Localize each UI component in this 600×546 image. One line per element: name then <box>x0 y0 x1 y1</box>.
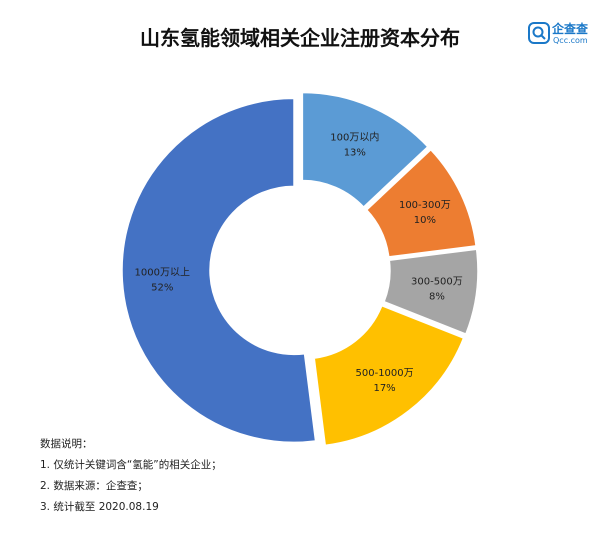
logo-sub: Qcc.com <box>553 36 588 45</box>
qcc-logo-icon <box>528 22 550 44</box>
slice-1 <box>301 91 429 209</box>
note-item-3: 3. 统计截至 2020.08.19 <box>40 501 159 513</box>
slice-label-4: 500-1000万 <box>356 368 414 379</box>
slice-label-5: 1000万以上 <box>135 267 190 279</box>
chart-title: 山东氢能领域相关企业注册资本分布 <box>140 26 460 50</box>
brand-logo: 企查查 Qcc.com <box>528 20 596 50</box>
data-notes: 数据说明： 1. 仅统计关键词含“氢能”的相关企业； 2. 数据来源：企查查； … <box>40 434 222 518</box>
slice-value-1: 13% <box>344 147 366 158</box>
slice-4 <box>313 304 465 447</box>
slice-3 <box>383 248 479 336</box>
slice-label-3: 300-500万 <box>411 276 463 287</box>
logo-name: 企查查 <box>552 22 589 36</box>
note-item-2: 2. 数据来源：企查查； <box>40 480 148 492</box>
slice-value-5: 52% <box>151 283 173 294</box>
slice-value-4: 17% <box>373 383 395 394</box>
slice-label-1: 100万以内 <box>330 130 379 143</box>
slice-value-2: 10% <box>414 215 436 226</box>
slice-value-3: 8% <box>429 291 445 302</box>
slice-5 <box>121 97 317 444</box>
slice-2 <box>365 148 477 258</box>
slice-label-2: 100-300万 <box>399 200 451 211</box>
note-item-1: 1. 仅统计关键词含“氢能”的相关企业； <box>40 459 222 471</box>
notes-heading: 数据说明： <box>40 438 93 450</box>
